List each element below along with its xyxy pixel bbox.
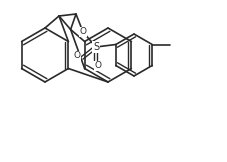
Text: O: O <box>94 62 101 70</box>
Text: O: O <box>79 28 86 36</box>
Text: O: O <box>73 52 80 60</box>
Text: S: S <box>93 42 99 52</box>
